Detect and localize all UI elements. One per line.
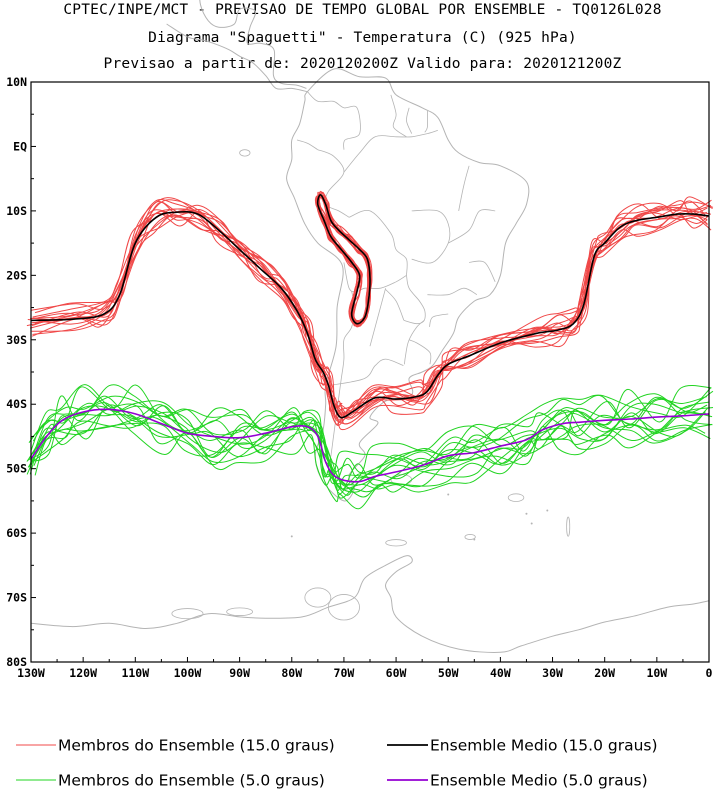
x-tick-label-2: 110W: [121, 666, 149, 680]
border-18: [411, 209, 451, 264]
x-tick-label-10: 30W: [542, 666, 563, 680]
y-tick-label-3: 20S: [6, 268, 27, 282]
border-11: [408, 339, 432, 365]
island-1: [226, 607, 254, 616]
ensemble-5-member-6: [28, 416, 711, 491]
title-line-1: CPTEC/INPE/MCT - PREVISAO DE TEMPO GLOBA…: [63, 2, 662, 18]
ensemble-5-member-13: [28, 390, 714, 490]
border-1: [348, 209, 408, 276]
island-8: [566, 516, 571, 537]
border-3: [343, 129, 438, 173]
andes-member-5: [316, 194, 370, 327]
x-tick-label-7: 60W: [386, 666, 407, 680]
y-tick-label-2: 10S: [6, 204, 27, 218]
border-9: [403, 275, 426, 325]
x-tick-label-5: 80W: [281, 666, 302, 680]
x-tick-label-6: 70W: [334, 666, 355, 680]
x-tick-label-11: 20W: [594, 666, 615, 680]
island-6: [507, 493, 525, 502]
island-9: [239, 149, 251, 157]
y-tick-label-4: 30S: [6, 333, 27, 347]
border-16: [447, 209, 496, 244]
y-tick-label-0: 10N: [6, 75, 27, 89]
islet-3: [525, 512, 528, 515]
ensemble-15-member-13: [34, 205, 712, 422]
x-tick-label-0: 130W: [17, 666, 45, 680]
islet-4: [530, 522, 533, 525]
border-20: [427, 287, 478, 296]
legend-label-1: Membros do Ensemble (15.0 graus): [58, 737, 335, 755]
central-america-coast: [166, 23, 308, 93]
border-15: [369, 288, 386, 347]
x-tick-label-4: 90W: [229, 666, 250, 680]
ensemble-15-member-10: [34, 196, 713, 419]
border-4: [296, 139, 319, 151]
border-21: [429, 313, 449, 328]
border-7: [406, 107, 413, 134]
border-6: [390, 94, 407, 138]
members-15-layer: [26, 190, 714, 431]
border-19: [469, 260, 496, 282]
coastline-layer: [30, 0, 710, 653]
legend-label-2: Ensemble Medio (15.0 graus): [430, 737, 658, 755]
island-5: [464, 534, 476, 540]
x-tick-label-3: 100W: [174, 666, 202, 680]
plot-frame: [30, 81, 710, 663]
ensemble-5-member-14: [33, 401, 709, 495]
y-tick-label-8: 70S: [6, 591, 27, 605]
islet-0: [290, 535, 293, 538]
island-3: [327, 594, 360, 621]
y-tick-label-7: 60S: [6, 526, 27, 540]
border-12: [404, 320, 425, 365]
antarctica-coast: [30, 555, 710, 653]
ensemble-mean-15: [30, 210, 710, 419]
title-line-2: Diagrama "Spaguetti" - Temperatura (C) (…: [148, 30, 577, 46]
andes-member-14: [315, 195, 370, 325]
andes-member-4: [314, 195, 372, 324]
border-14: [333, 358, 404, 386]
x-tick-label-12: 10W: [646, 666, 667, 680]
y-tick-label-9: 80S: [6, 655, 27, 669]
island-0: [171, 608, 204, 620]
border-10: [385, 289, 405, 321]
ensemble-15-member-15: [31, 199, 712, 414]
islet-2: [473, 538, 476, 541]
islet-1: [447, 493, 450, 496]
border-0: [343, 262, 407, 293]
legend-label-4: Ensemble Medio (5.0 graus): [430, 772, 648, 790]
island-2: [304, 587, 332, 608]
ensemble-mean-15-andes: [316, 193, 371, 325]
ensemble-15-member-7: [30, 201, 714, 420]
legend: Membros do Ensemble (15.0 graus) Ensemble…: [16, 737, 658, 790]
ensemble-15-member-14: [32, 200, 708, 415]
ensemble-5-member-11: [27, 405, 713, 510]
border-5: [307, 91, 361, 150]
title-line-3: Previsao a partir de: 2020120200Z Valido…: [103, 56, 622, 72]
border-17: [458, 165, 470, 211]
ensemble-5-member-7: [30, 384, 712, 479]
islet-5: [546, 509, 549, 512]
ensemble-5-member-9: [26, 407, 714, 496]
y-tick-label-1: EQ: [13, 139, 27, 153]
ensemble-mean-5: [30, 408, 710, 483]
x-tick-label-9: 40W: [490, 666, 511, 680]
legend-label-3: Membros do Ensemble (5.0 graus): [58, 772, 325, 790]
axes-layer: 130W 120W 110W 100W 90W 80W 70W 60W 50W 40W 30W 20W…: [6, 75, 712, 680]
y-tick-label-5: 40S: [6, 397, 27, 411]
border-2: [317, 149, 350, 218]
island-4: [385, 539, 407, 547]
x-tick-label-8: 50W: [438, 666, 459, 680]
members-5-layer: [26, 384, 714, 510]
means-layer: [30, 193, 710, 483]
border-8: [424, 110, 428, 133]
x-tick-label-1: 120W: [69, 666, 97, 680]
x-tick-label-13: 0: [706, 666, 713, 680]
y-tick-label-6: 50S: [6, 462, 27, 476]
